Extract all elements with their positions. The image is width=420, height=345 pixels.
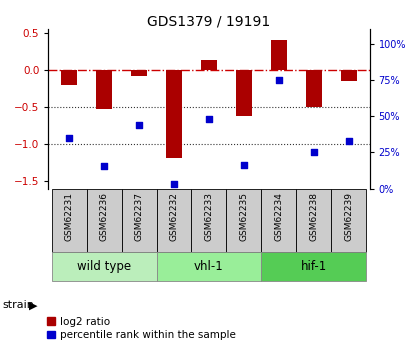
Text: GSM62238: GSM62238 <box>309 192 318 241</box>
Text: ▶: ▶ <box>29 300 37 310</box>
Bar <box>271 40 287 70</box>
Bar <box>52 189 87 253</box>
Text: wild type: wild type <box>77 260 131 273</box>
Point <box>310 149 317 155</box>
Bar <box>331 189 366 253</box>
Text: GSM62239: GSM62239 <box>344 192 353 241</box>
Point <box>345 138 352 144</box>
Bar <box>157 253 261 281</box>
Bar <box>52 253 157 281</box>
Bar <box>96 70 112 109</box>
Point <box>136 122 142 128</box>
Text: GSM62231: GSM62231 <box>65 192 74 241</box>
Bar <box>157 189 192 253</box>
Point <box>241 162 247 168</box>
Text: GSM62237: GSM62237 <box>134 192 144 241</box>
Text: GSM62235: GSM62235 <box>239 192 248 241</box>
Bar <box>236 70 252 116</box>
Bar <box>226 189 261 253</box>
Title: GDS1379 / 19191: GDS1379 / 19191 <box>147 14 270 28</box>
Text: vhl-1: vhl-1 <box>194 260 224 273</box>
Text: GSM62234: GSM62234 <box>274 192 284 241</box>
Bar <box>296 189 331 253</box>
Bar <box>87 189 122 253</box>
Text: hif-1: hif-1 <box>301 260 327 273</box>
Point <box>276 78 282 83</box>
Bar <box>201 60 217 70</box>
Bar <box>166 70 182 158</box>
Bar <box>192 189 226 253</box>
Point <box>101 164 108 169</box>
Text: GSM62232: GSM62232 <box>170 192 178 241</box>
Point <box>206 116 213 121</box>
Bar <box>122 189 157 253</box>
Bar <box>61 70 77 85</box>
Legend: log2 ratio, percentile rank within the sample: log2 ratio, percentile rank within the s… <box>47 317 236 340</box>
Point <box>66 135 73 140</box>
Bar <box>341 70 357 81</box>
Text: GSM62233: GSM62233 <box>205 192 213 241</box>
Text: strain: strain <box>2 300 34 310</box>
Bar <box>131 70 147 76</box>
Bar <box>306 70 322 107</box>
Text: GSM62236: GSM62236 <box>100 192 109 241</box>
Bar <box>261 189 296 253</box>
Bar <box>261 253 366 281</box>
Point <box>171 181 177 187</box>
